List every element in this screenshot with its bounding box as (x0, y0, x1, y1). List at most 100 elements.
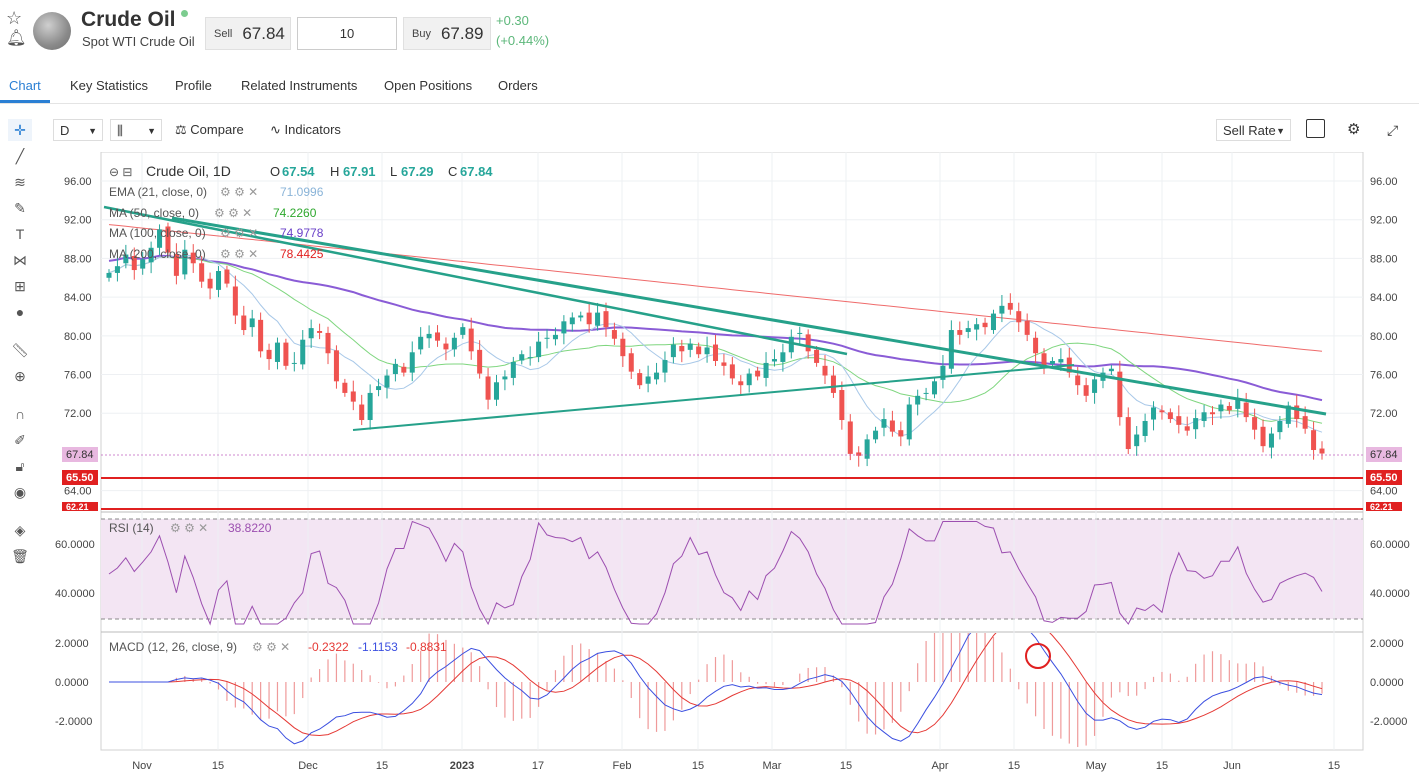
lock-drawing-icon[interactable]: ✐ (14, 432, 26, 448)
trend-line[interactable] (171, 216, 1327, 416)
trash-icon[interactable]: 🗑︎ (11, 548, 29, 564)
trend-line-icon[interactable]: ╱ (15, 148, 25, 164)
indicators-button[interactable]: ∿ Indicators (270, 119, 341, 141)
candle-body (712, 344, 719, 361)
ema21-value: 71.0996 (280, 185, 324, 199)
macd-tick-label: 0.0000 (55, 677, 89, 689)
time-tick-label: 15 (376, 760, 388, 772)
candle-body (384, 375, 390, 388)
trend-lines[interactable] (103, 205, 1327, 431)
candle-body (114, 266, 120, 273)
eye-icon[interactable]: ◉ (13, 484, 27, 500)
help-icon[interactable]: ● (15, 304, 25, 320)
rsi-tick-label: 40.0000 (1370, 588, 1410, 600)
candle-body (814, 349, 820, 363)
indicator-controls-icon[interactable]: ⚙ ⚙ ✕ (170, 521, 208, 535)
crosshair-icon[interactable]: ✛ (8, 119, 32, 141)
ema21-label: EMA (21, close, 0) (109, 185, 207, 199)
price-alert-icon[interactable]: 🔔︎ (6, 30, 27, 47)
chart-toolbar: D ▼ ⫼ ▼ ⚖ Compare ∿ Indicators Sell Rate… (40, 115, 1419, 145)
pattern-tool-icon[interactable]: ⋈ (13, 252, 27, 268)
instrument-header: ☆ 🔔︎ Crude Oil Spot WTI Crude Oil Sell 6… (0, 0, 1419, 66)
ruler-icon[interactable]: 📏︎ (11, 342, 29, 358)
candle-body (628, 353, 634, 372)
macd-label: MACD (12, 26, close, 9) (109, 640, 237, 654)
candle-body (932, 381, 938, 395)
price-type-select[interactable]: Sell Rate ▼ (1216, 119, 1291, 141)
high-value: 67.91 (343, 164, 376, 179)
candle-body (333, 350, 339, 382)
tab-chart[interactable]: Chart (9, 78, 41, 93)
screenshot-icon[interactable] (1306, 119, 1325, 138)
ma50-value: 74.2260 (273, 206, 317, 220)
macd-pane (109, 633, 1323, 748)
candle-body (578, 315, 584, 318)
price-tick-label: 96.00 (1370, 176, 1398, 188)
magnet-icon[interactable]: ∩ (14, 406, 26, 422)
tab-orders[interactable]: Orders (498, 78, 538, 93)
fullscreen-icon[interactable]: ⤢ (1387, 122, 1399, 138)
lock-icon[interactable]: 🔓︎ (15, 458, 25, 474)
price-chart[interactable]: 96.00 92.00 88.00 84.00 80.00 76.00 72.00 64.00… (52, 152, 1416, 777)
indicator-controls-icon[interactable]: ⚙ ⚙ ✕ (214, 206, 252, 220)
candle-body (342, 382, 348, 393)
prediction-tool-icon[interactable]: ⊞ (14, 278, 26, 294)
indicator-controls-icon[interactable]: ⚙ ⚙ ✕ (220, 185, 258, 199)
candle-body (300, 339, 306, 365)
candle-body (510, 361, 516, 378)
indicators-icon: ∿ (270, 122, 281, 137)
trend-line[interactable] (352, 364, 1075, 431)
text-tool-icon[interactable]: T (15, 226, 25, 242)
candle-body (1007, 302, 1013, 310)
tab-related-instruments[interactable]: Related Instruments (241, 78, 358, 93)
sell-button[interactable]: Sell 67.84 (205, 17, 291, 50)
candle-body (207, 278, 213, 289)
brush-icon[interactable]: ✎ (14, 200, 26, 216)
instrument-logo (33, 12, 71, 50)
tab-profile[interactable]: Profile (175, 78, 212, 93)
candle-body (1151, 407, 1157, 420)
zoom-in-icon[interactable]: ⊕ (14, 368, 26, 384)
high-label: H (330, 164, 339, 179)
compare-button[interactable]: ⚖ Compare (175, 119, 244, 141)
star-icon[interactable]: ☆ (6, 8, 23, 28)
tab-open-positions[interactable]: Open Positions (384, 78, 473, 93)
candle-body (569, 317, 575, 325)
buy-button[interactable]: Buy 67.89 (403, 17, 491, 50)
time-tick-label: 15 (692, 760, 704, 772)
tab-key-statistics[interactable]: Key Statistics (70, 78, 149, 93)
candle-body (687, 343, 693, 350)
candle-body (493, 382, 499, 400)
fib-tool-icon[interactable]: ≋ (14, 174, 26, 190)
drawing-toolbar: ✛ ╱ ≋ ✎ T ⋈ ⊞ ● 📏︎ ⊕ ∩ ✐ 🔓︎ ◉ ◈ 🗑︎ (0, 115, 40, 777)
quantity-input[interactable]: 10 (297, 17, 397, 50)
settings-gear-icon[interactable]: ⚙ (1347, 121, 1361, 138)
chart-frame (100, 152, 1364, 751)
indicator-controls-icon[interactable]: ⚙ ⚙ ✕ (220, 226, 258, 240)
time-axis: Nov 15 Dec 15 2023 17 Feb 15 Mar 15 Apr 15 May 15 Jun 1… (132, 760, 1340, 772)
time-tick-label: Dec (298, 760, 318, 772)
interval-select[interactable]: D ▼ (53, 119, 103, 141)
candle-body (1184, 426, 1190, 431)
left-price-axis: 96.00 92.00 88.00 84.00 80.00 76.00 72.00 64.00… (55, 176, 95, 728)
collapse-icon[interactable]: ⊖ ⊟ (109, 165, 132, 179)
candle-body (898, 430, 904, 437)
macd-signal-line (109, 633, 1323, 737)
trend-line[interactable] (103, 205, 848, 356)
indicator-controls-icon[interactable]: ⚙ ⚙ ✕ (252, 640, 290, 654)
candle-body (1159, 410, 1165, 413)
candle-body (258, 319, 264, 352)
candle-body (1226, 405, 1232, 411)
candle-body (1033, 337, 1039, 354)
ma200-label: MA (200, close, 0) (109, 247, 206, 261)
chart-type-select[interactable]: ⫼ ▼ (110, 119, 162, 141)
candle-body (915, 395, 921, 405)
candle-body (477, 349, 483, 374)
candle-body (990, 313, 996, 331)
candle-body (1083, 385, 1089, 396)
indicator-controls-icon[interactable]: ⚙ ⚙ ✕ (220, 247, 258, 261)
macd-tick-label: 2.0000 (55, 638, 89, 650)
annotation-circle[interactable] (1025, 643, 1051, 669)
layers-icon[interactable]: ◈ (14, 522, 26, 538)
price-tick-label: 92.00 (64, 215, 92, 227)
